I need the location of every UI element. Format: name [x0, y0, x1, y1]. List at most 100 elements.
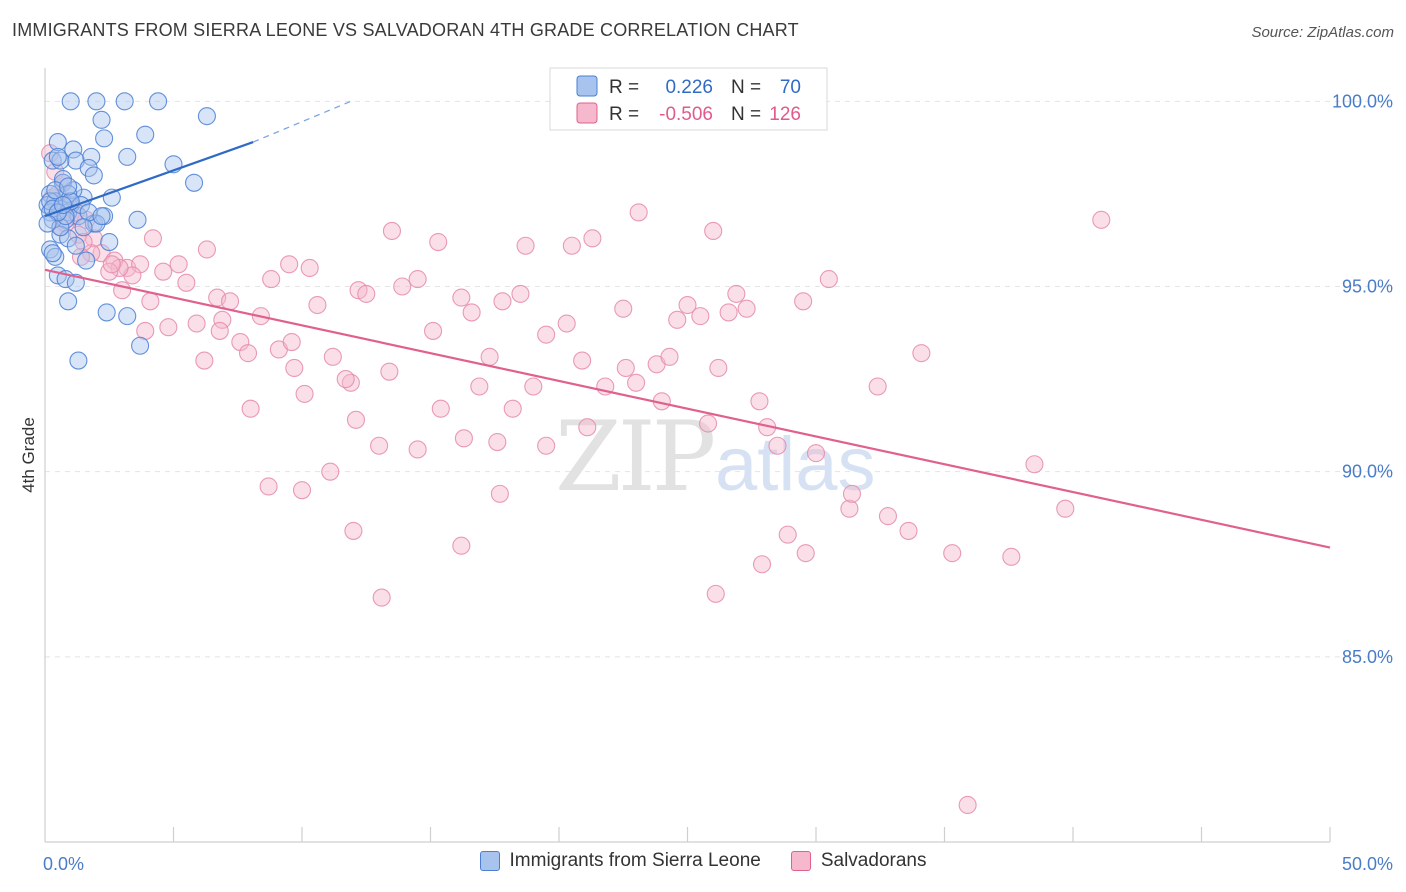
salvadorans-point-120 — [238, 344, 258, 363]
sierra-leone-point-65 — [74, 218, 93, 237]
salvadorans-point-96 — [452, 536, 471, 555]
salvadorans-point-115 — [778, 525, 797, 544]
salvadorans-point-77 — [562, 236, 581, 255]
sierra-leone-point-64 — [43, 244, 62, 263]
salvadorans-point-15 — [169, 255, 188, 274]
salvadorans-point-29 — [323, 347, 342, 366]
watermark-atlas: atlas — [715, 422, 876, 507]
y-axis-tick-labels: 85.0% 90.0% 95.0% 100.0% — [1332, 91, 1393, 667]
legend-n-label-2: N = — [731, 104, 761, 125]
salvadorans-point-106 — [431, 399, 450, 418]
legend-n-value-1: 70 — [780, 77, 801, 98]
sierra-leone-point-39 — [97, 303, 116, 322]
salvadorans-point-50 — [627, 373, 646, 392]
salvadorans-point-73 — [958, 795, 977, 815]
salvadorans-point-101 — [321, 462, 340, 481]
salvadorans-point-45 — [557, 314, 576, 333]
legend-r-label-1: R = — [609, 77, 639, 98]
salvadorans-point-38 — [452, 288, 471, 307]
sierra-leone-point-63 — [38, 214, 57, 233]
salvadorans-point-116 — [842, 484, 862, 503]
salvadorans-point-105 — [372, 588, 391, 607]
sierra-leone-point-42 — [69, 351, 88, 370]
salvadorans-point-121 — [195, 351, 214, 370]
sierra-leone-point-7 — [95, 129, 114, 148]
salvadorans-point-47 — [583, 229, 602, 248]
salvadorans-point-104 — [344, 521, 363, 540]
sierra-leone-points — [38, 92, 216, 370]
salvadorans-point-66 — [878, 507, 898, 526]
salvadorans-point-99 — [490, 484, 509, 503]
salvadorans-point-102 — [292, 481, 312, 500]
y-tick-label-85: 85.0% — [1342, 647, 1393, 667]
salvadorans-point-55 — [709, 358, 728, 378]
salvadorans-point-42 — [511, 284, 530, 303]
sierra-leone-point-37 — [66, 273, 85, 292]
salvadorans-point-13 — [143, 229, 162, 248]
legend-n-value-2: 126 — [769, 104, 801, 125]
salvadorans-point-34 — [393, 277, 412, 296]
salvadorans-point-71 — [1056, 499, 1075, 518]
salvadorans-point-53 — [678, 295, 697, 315]
salvadorans-point-39 — [462, 303, 481, 322]
salvadorans-point-21 — [213, 310, 232, 329]
sierra-leone-point-41 — [131, 336, 150, 355]
legend-item-salvadorans[interactable]: Salvadorans — [790, 850, 926, 872]
sierra-leone-point-4 — [92, 110, 111, 129]
salvadorans-point-56 — [719, 303, 738, 322]
sierra-leone-trend-extension — [252, 100, 352, 143]
salvadorans-point-20 — [187, 314, 206, 333]
salvadorans-point-52 — [668, 310, 687, 329]
stats-legend: R = 0.226 N = 70 R = -0.506 N = 126 — [549, 67, 828, 131]
watermark-zip: ZIP — [555, 401, 714, 513]
sierra-leone-point-46 — [100, 233, 119, 252]
legend-swatch-pink — [790, 851, 811, 871]
salvadorans-point-89 — [100, 262, 119, 281]
legend-item-sierra-leone[interactable]: Immigrants from Sierra Leone — [479, 850, 761, 872]
salvadorans-point-114 — [750, 392, 769, 411]
salvadorans-point-16 — [177, 273, 196, 292]
trend-lines — [44, 100, 1331, 549]
salvadorans-point-69 — [1002, 547, 1021, 566]
y-tick-label-90: 90.0% — [1342, 462, 1393, 482]
salvadorans-point-36 — [424, 321, 443, 340]
salvadorans-point-33 — [380, 362, 399, 381]
salvadorans-point-128 — [796, 544, 815, 563]
grid-lines — [45, 100, 1395, 658]
legend-swatch-blue — [479, 851, 500, 871]
sierra-leone-point-2 — [115, 92, 134, 111]
salvadorans-point-64 — [840, 499, 859, 518]
sierra-leone-point-3 — [149, 92, 168, 111]
legend-swatch-sierra-leone — [576, 75, 598, 97]
sierra-leone-point-59 — [84, 166, 103, 185]
salvadorans-point-79 — [516, 236, 535, 255]
salvadorans-point-32 — [357, 284, 376, 303]
salvadorans-point-68 — [943, 544, 962, 563]
salvadorans-point-41 — [493, 292, 512, 311]
sierra-leone-point-43 — [185, 173, 204, 192]
salvadorans-point-44 — [537, 325, 556, 344]
sierra-leone-point-9 — [64, 140, 83, 159]
salvadorans-point-109 — [578, 418, 597, 437]
salvadorans-point-82 — [241, 399, 260, 418]
legend-swatch-salvadorans — [576, 102, 598, 124]
y-tick-label-95: 95.0% — [1342, 276, 1393, 296]
salvadorans-point-27 — [300, 258, 319, 278]
salvadorans-point-78 — [382, 221, 402, 240]
salvadorans-point-80 — [280, 255, 299, 274]
salvadorans-point-94 — [370, 436, 389, 455]
y-tick-label-100: 100.0% — [1332, 91, 1393, 111]
y-axis-label: 4th Grade — [19, 417, 38, 493]
salvadorans-point-119 — [285, 358, 304, 378]
sierra-leone-point-5 — [197, 107, 216, 126]
x-tick-label-max: 50.0% — [1342, 854, 1393, 874]
salvadorans-point-28 — [308, 295, 327, 315]
salvadorans-point-57 — [727, 284, 746, 303]
salvadorans-point-108 — [503, 399, 522, 418]
salvadorans-point-125 — [102, 255, 121, 274]
sierra-leone-point-66 — [66, 236, 85, 255]
salvadorans-point-70 — [1025, 455, 1044, 474]
zipatlas-watermark: ZIP atlas — [555, 401, 876, 513]
source-credit: Source: ZipAtlas.com — [1251, 24, 1394, 41]
salvadorans-point-35 — [408, 270, 427, 289]
